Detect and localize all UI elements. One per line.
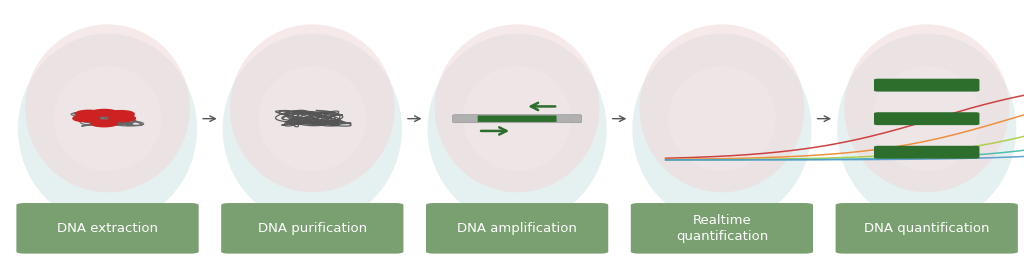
Circle shape xyxy=(108,111,134,117)
Ellipse shape xyxy=(53,66,162,171)
Text: DNA extraction: DNA extraction xyxy=(57,222,158,235)
Ellipse shape xyxy=(668,66,776,171)
FancyBboxPatch shape xyxy=(426,203,608,254)
Text: DNA quantification: DNA quantification xyxy=(864,222,989,235)
Ellipse shape xyxy=(428,34,606,224)
Ellipse shape xyxy=(25,24,190,192)
FancyBboxPatch shape xyxy=(477,115,557,122)
FancyBboxPatch shape xyxy=(836,203,1018,254)
Circle shape xyxy=(91,120,118,127)
Text: DNA amplification: DNA amplification xyxy=(457,222,578,235)
FancyBboxPatch shape xyxy=(631,203,813,254)
Text: DNA purification: DNA purification xyxy=(258,222,367,235)
FancyBboxPatch shape xyxy=(453,115,582,123)
FancyBboxPatch shape xyxy=(874,146,979,159)
Ellipse shape xyxy=(838,34,1016,224)
Ellipse shape xyxy=(434,24,600,192)
Ellipse shape xyxy=(18,34,197,224)
Text: Realtime
quantification: Realtime quantification xyxy=(676,214,768,243)
Ellipse shape xyxy=(223,34,401,224)
Circle shape xyxy=(109,115,135,122)
Ellipse shape xyxy=(844,24,1010,192)
FancyBboxPatch shape xyxy=(874,112,979,125)
Circle shape xyxy=(73,115,99,122)
Circle shape xyxy=(91,109,118,116)
Ellipse shape xyxy=(639,24,805,192)
Ellipse shape xyxy=(872,66,981,171)
Ellipse shape xyxy=(632,34,811,224)
FancyBboxPatch shape xyxy=(221,203,403,254)
Ellipse shape xyxy=(258,66,367,171)
FancyBboxPatch shape xyxy=(16,203,199,254)
FancyBboxPatch shape xyxy=(874,79,979,92)
Ellipse shape xyxy=(229,24,395,192)
Circle shape xyxy=(76,110,102,117)
Ellipse shape xyxy=(463,66,571,171)
